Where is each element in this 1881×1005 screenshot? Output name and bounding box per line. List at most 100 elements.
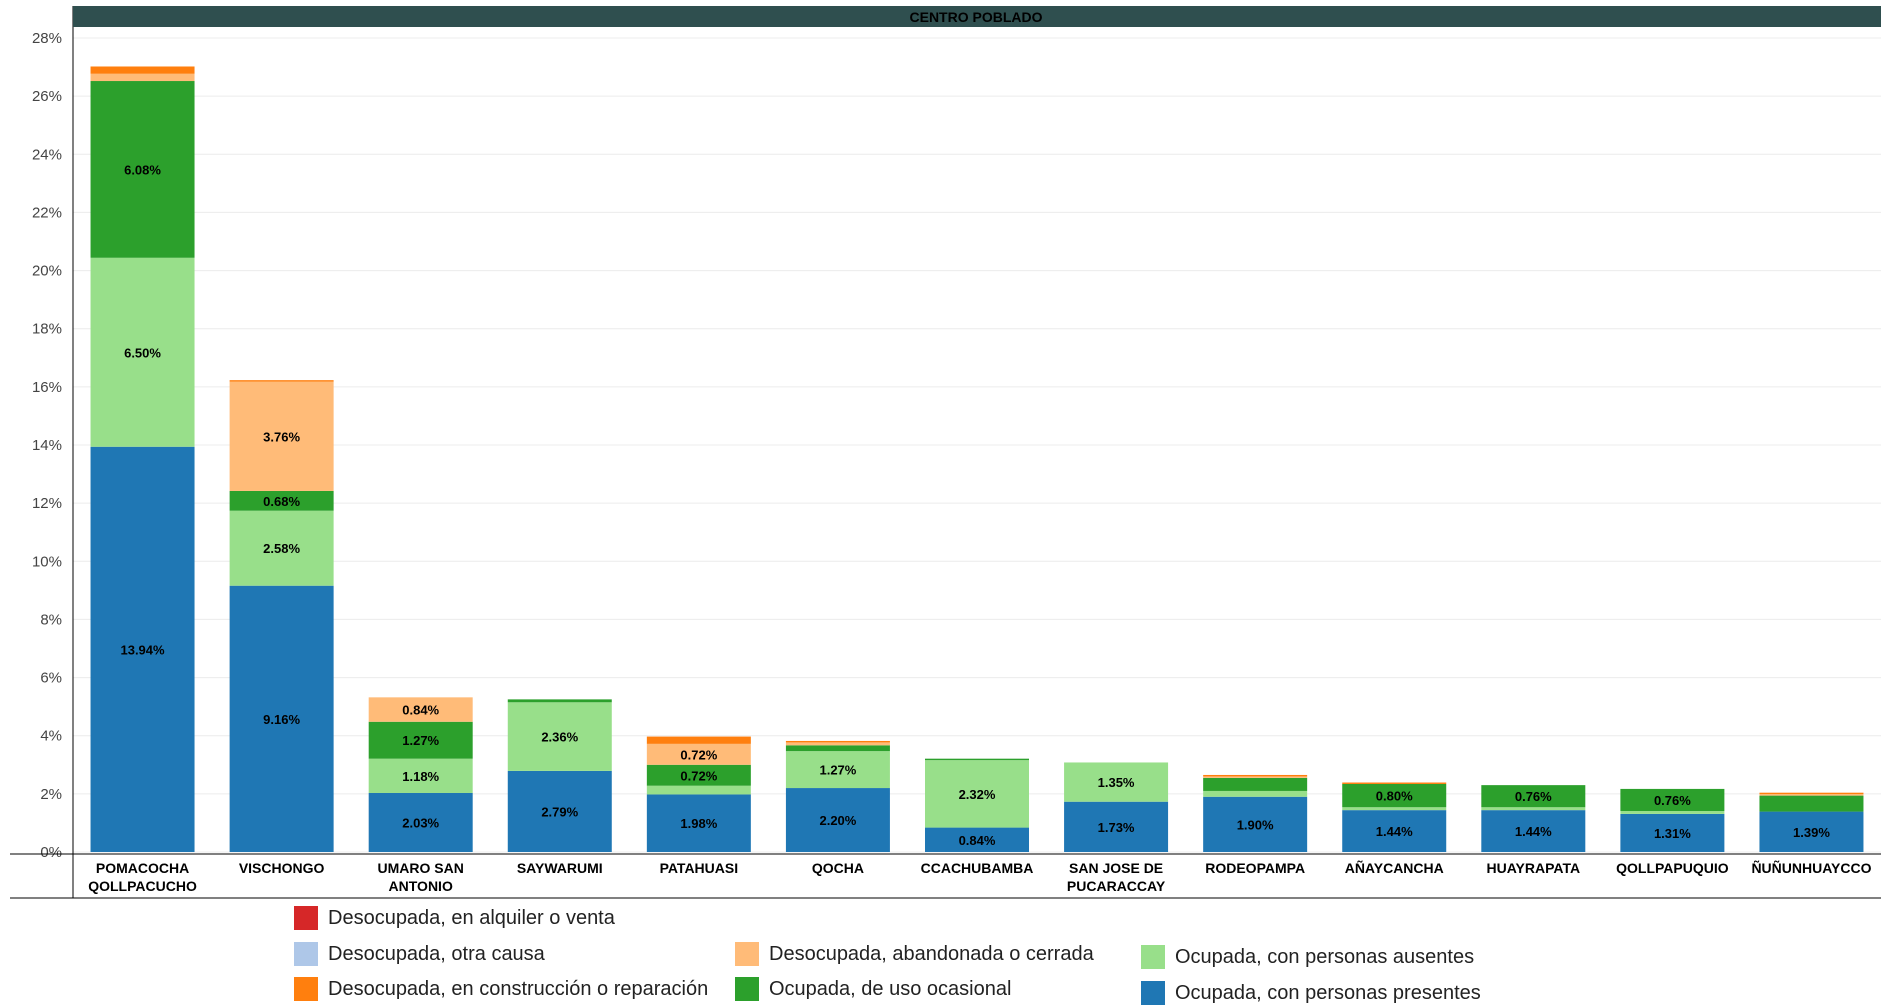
- bar-segment: [925, 758, 1029, 761]
- y-tick-label: 2%: [40, 786, 62, 803]
- grid-lines: [73, 37, 1881, 853]
- data-label: 1.18%: [402, 769, 439, 784]
- data-labels: 13.94% 6.50% 6.08% 9.16% 2.58% 0.68% 3.76% 2.03…: [120, 162, 1830, 847]
- data-label: 6.08%: [124, 162, 161, 177]
- y-tick-label: 24%: [32, 146, 62, 163]
- data-label: 2.20%: [819, 813, 856, 828]
- data-label: 1.73%: [1098, 820, 1135, 835]
- data-label: 9.16%: [263, 712, 300, 727]
- bar-segment: [785, 745, 890, 752]
- data-label: 0.72%: [680, 747, 717, 762]
- legend-swatch: [294, 942, 318, 966]
- bar-segment: [785, 751, 890, 789]
- bar-segment: [507, 770, 612, 852]
- data-label: 0.76%: [1654, 793, 1691, 808]
- bar-segment: [646, 764, 751, 786]
- bar-segment: [1481, 807, 1586, 811]
- category-label: QOCHA: [812, 860, 864, 876]
- bar-segment: [646, 785, 751, 795]
- legend-swatch: [735, 942, 759, 966]
- axes: 0% 2% 4% 6% 8% 10% 12% 14% 16% 18% 20% 22% 24% 26% 28%…: [10, 6, 1881, 899]
- category-label: ÑUÑUNHUAYCCO: [1751, 859, 1871, 876]
- bar-segment: [646, 794, 751, 852]
- legend-item: Ocupada, con personas presentes: [1141, 981, 1481, 1005]
- data-label: 1.39%: [1793, 825, 1830, 840]
- bar-segment: [1759, 792, 1864, 795]
- bar-segment: [785, 740, 890, 743]
- data-label: 2.03%: [402, 815, 439, 830]
- legend-swatch: [294, 906, 318, 930]
- bar-segment: [368, 792, 473, 852]
- bar-segment: [646, 736, 751, 744]
- bar-segment: [507, 702, 612, 771]
- data-label: 6.50%: [124, 345, 161, 360]
- legend-label: Ocupada, con personas ausentes: [1175, 945, 1475, 968]
- category-label: QOLLPAPUQUIO: [1616, 860, 1729, 876]
- y-tick-label: 12%: [32, 495, 62, 512]
- data-label: 2.32%: [959, 787, 996, 802]
- data-label: 2.79%: [541, 804, 578, 819]
- category-label: SAN JOSE DE PUCARACCAY: [1067, 860, 1166, 894]
- bar-segment: [1481, 785, 1586, 808]
- data-label: 0.84%: [402, 703, 439, 718]
- category-label: VISCHONGO: [239, 860, 325, 876]
- legend-item: Desocupada, abandonada o cerrada: [735, 942, 1094, 966]
- data-label: 0.72%: [680, 768, 717, 783]
- bar-segment: [925, 760, 1029, 828]
- y-tick-label: 18%: [32, 321, 62, 338]
- legend-label: Desocupada, otra causa: [328, 942, 545, 965]
- data-label: 2.58%: [263, 541, 300, 556]
- legend-swatch: [1141, 945, 1165, 969]
- y-tick-label: 28%: [32, 30, 62, 47]
- y-tick-label: 20%: [32, 263, 62, 280]
- bars: [90, 66, 1864, 852]
- category-label: HUAYRAPATA: [1487, 860, 1581, 876]
- bar-segment: [1203, 777, 1308, 791]
- category-label: AÑAYCANCHA: [1345, 859, 1444, 876]
- header-band: [73, 6, 1881, 27]
- bar-segment: [1203, 790, 1308, 797]
- bar-segment: [368, 721, 473, 759]
- bar-segment: [1064, 801, 1169, 852]
- bar-segment: [785, 742, 890, 746]
- category-label: CCACHUBAMBA: [921, 860, 1034, 876]
- legend-swatch: [294, 977, 318, 1001]
- legend-label: Desocupada, en alquiler o venta: [328, 906, 615, 929]
- legend-label: Ocupada, con personas presentes: [1175, 981, 1481, 1004]
- data-label: 0.80%: [1376, 789, 1413, 804]
- y-tick-label: 22%: [32, 204, 62, 221]
- bar-segment: [90, 257, 195, 447]
- data-label: 1.27%: [819, 763, 856, 778]
- data-label: 2.36%: [541, 730, 578, 745]
- bar-segment: [90, 73, 195, 82]
- bar-segment: [925, 827, 1029, 852]
- legend-label: Desocupada, en construcción o reparación: [328, 977, 709, 1000]
- y-tick-label: 6%: [40, 670, 62, 687]
- legend-item: Desocupada, otra causa: [294, 942, 545, 966]
- data-label: 0.68%: [263, 494, 300, 509]
- bar-segment: [229, 585, 334, 852]
- bar-segment: [90, 66, 195, 74]
- bar-segment: [1342, 782, 1447, 784]
- bar-segment: [229, 510, 334, 586]
- bar-segment: [785, 788, 890, 852]
- bar-segment: [229, 380, 334, 382]
- bar-segment: [1759, 795, 1864, 812]
- bar-segment: [1064, 762, 1169, 802]
- category-label: PATAHUASI: [660, 860, 739, 876]
- data-label: 1.98%: [680, 816, 717, 831]
- bar-segment: [90, 81, 195, 258]
- data-label: 0.84%: [959, 833, 996, 848]
- bar-segment: [507, 699, 612, 703]
- bar-segment: [1342, 807, 1447, 811]
- bar-segment: [368, 697, 473, 722]
- bar-segment: [1203, 774, 1308, 777]
- y-tick-label: 4%: [40, 728, 62, 745]
- bar-segment: [1342, 810, 1447, 852]
- bar-segment: [1342, 783, 1447, 808]
- legend-label: Ocupada, de uso ocasional: [769, 977, 1012, 1000]
- legend-item: Desocupada, en alquiler o venta: [294, 906, 615, 930]
- y-tick-label: 16%: [32, 379, 62, 396]
- bar-segment: [1481, 810, 1586, 852]
- bar-segment: [1620, 813, 1725, 852]
